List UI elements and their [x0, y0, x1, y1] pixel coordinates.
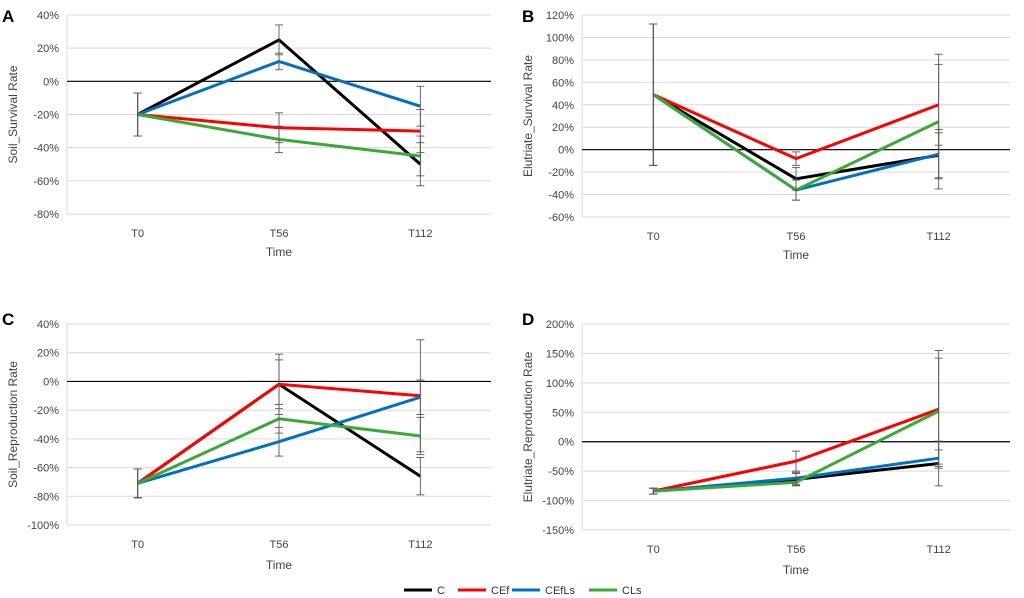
y-tick-label: -100%	[542, 496, 574, 508]
chart-panel-d: -150% -100% -50% 0% 50% 100% 150% 200% T0 T56 T112…	[521, 310, 1010, 577]
y-tick-label: 0%	[558, 437, 574, 449]
y-tick-label: 0%	[558, 145, 574, 157]
y-tick-label: -100%	[27, 520, 59, 532]
error-bar	[416, 379, 425, 415]
y-tick-label: 20%	[37, 348, 59, 360]
x-tick-label: T112	[408, 539, 432, 551]
panel-letter: B	[522, 7, 534, 26]
y-tick-label: -20%	[33, 110, 59, 122]
error-bar	[792, 151, 800, 166]
y-tick-label: -80%	[33, 491, 59, 503]
legend-label: CLs	[622, 585, 642, 597]
x-axis-title: Time	[266, 245, 293, 259]
x-tick-label: T56	[270, 539, 289, 551]
error-bar	[416, 457, 425, 496]
chart-panel-c: -100% -80% -60% -40% -20% 0% 20% 40% T0 T56 T112 Ti…	[2, 310, 491, 572]
error-bar	[792, 450, 800, 472]
error-bar	[649, 487, 658, 495]
panel-letter: D	[522, 310, 534, 329]
panel-letter: A	[2, 7, 14, 26]
y-tick-label: 80%	[552, 55, 574, 67]
y-tick-label: 20%	[552, 122, 574, 134]
legend-item-cef: CEf	[458, 585, 510, 597]
y-tick-label: -20%	[33, 405, 59, 417]
error-bar	[275, 125, 283, 154]
legend-item-c: C	[404, 585, 445, 597]
legend-label: CEf	[491, 585, 510, 597]
panel-letter: C	[2, 310, 14, 329]
y-tick-label: 200%	[546, 319, 574, 331]
y-tick-label: 0%	[43, 376, 59, 388]
y-tick-label: -20%	[548, 167, 574, 179]
y-tick-label: 50%	[552, 407, 574, 419]
y-tick-label: -150%	[542, 525, 574, 537]
x-tick-label: T112	[927, 544, 951, 556]
error-bar	[416, 416, 425, 456]
y-axis-title: Elutriate_Survival Rate	[521, 55, 535, 177]
y-tick-label: 40%	[552, 100, 574, 112]
y-tick-label: 120%	[546, 10, 574, 22]
x-tick-label: T0	[647, 544, 660, 556]
error-bar	[133, 468, 142, 499]
y-tick-label: -80%	[33, 209, 59, 221]
error-bar	[934, 53, 943, 190]
error-bar	[416, 135, 425, 177]
y-tick-label: 0%	[43, 76, 59, 88]
error-bar	[133, 92, 142, 137]
y-tick-label: -50%	[548, 466, 574, 478]
series-line-cef	[652, 93, 940, 161]
y-tick-label: 150%	[546, 348, 574, 360]
chart-panel-a: -80% -60% -40% -20% 0% 20% 40% T0 T56 T112 Time Soi…	[2, 7, 491, 259]
error-bar	[275, 52, 283, 71]
x-axis-title: Time	[783, 563, 810, 577]
x-axis-title: Time	[266, 558, 293, 572]
error-bar	[649, 23, 658, 166]
y-tick-label: 100%	[546, 378, 574, 390]
x-axis-title: Time	[783, 248, 810, 262]
error-bar	[792, 179, 800, 201]
error-bar	[934, 357, 943, 465]
legend: C CEf CEfLs CLs	[404, 585, 642, 597]
y-tick-label: -40%	[33, 434, 59, 446]
x-tick-label: T0	[647, 231, 660, 243]
x-tick-label: T0	[131, 228, 144, 240]
y-tick-label: -60%	[33, 176, 59, 188]
legend-item-cefls: CEfLs	[512, 585, 575, 597]
x-tick-label: T0	[131, 539, 144, 551]
y-tick-label: -40%	[33, 143, 59, 155]
y-tick-label: 100%	[546, 32, 574, 44]
legend-label: CEfLs	[545, 585, 575, 597]
x-tick-label: T112	[408, 228, 432, 240]
legend-label: C	[437, 585, 445, 597]
chart-panel-b: -60% -40% -20% 0% 20% 40% 60% 80% 100% 120% T0 T56 T…	[521, 7, 1010, 262]
x-tick-label: T56	[787, 544, 806, 556]
legend-item-cls: CLs	[589, 585, 642, 597]
y-tick-label: -60%	[548, 212, 574, 224]
x-tick-label: T112	[927, 231, 951, 243]
error-bar	[792, 478, 800, 487]
y-tick-label: 60%	[552, 77, 574, 89]
x-tick-label: T56	[270, 228, 289, 240]
x-tick-label: T56	[787, 231, 806, 243]
y-axis-title: Soil_Reproduction Rate	[6, 361, 20, 488]
y-axis-title: Soil_Survival Rate	[6, 65, 20, 163]
y-tick-label: 20%	[37, 43, 59, 55]
y-tick-label: -40%	[548, 190, 574, 202]
y-tick-label: 40%	[37, 10, 59, 22]
error-bar	[416, 85, 425, 127]
error-bar	[275, 403, 283, 434]
y-tick-label: -60%	[33, 463, 59, 475]
y-tick-label: 40%	[37, 319, 59, 331]
y-axis-title: Elutriate_Reproduction Rate	[521, 351, 535, 502]
